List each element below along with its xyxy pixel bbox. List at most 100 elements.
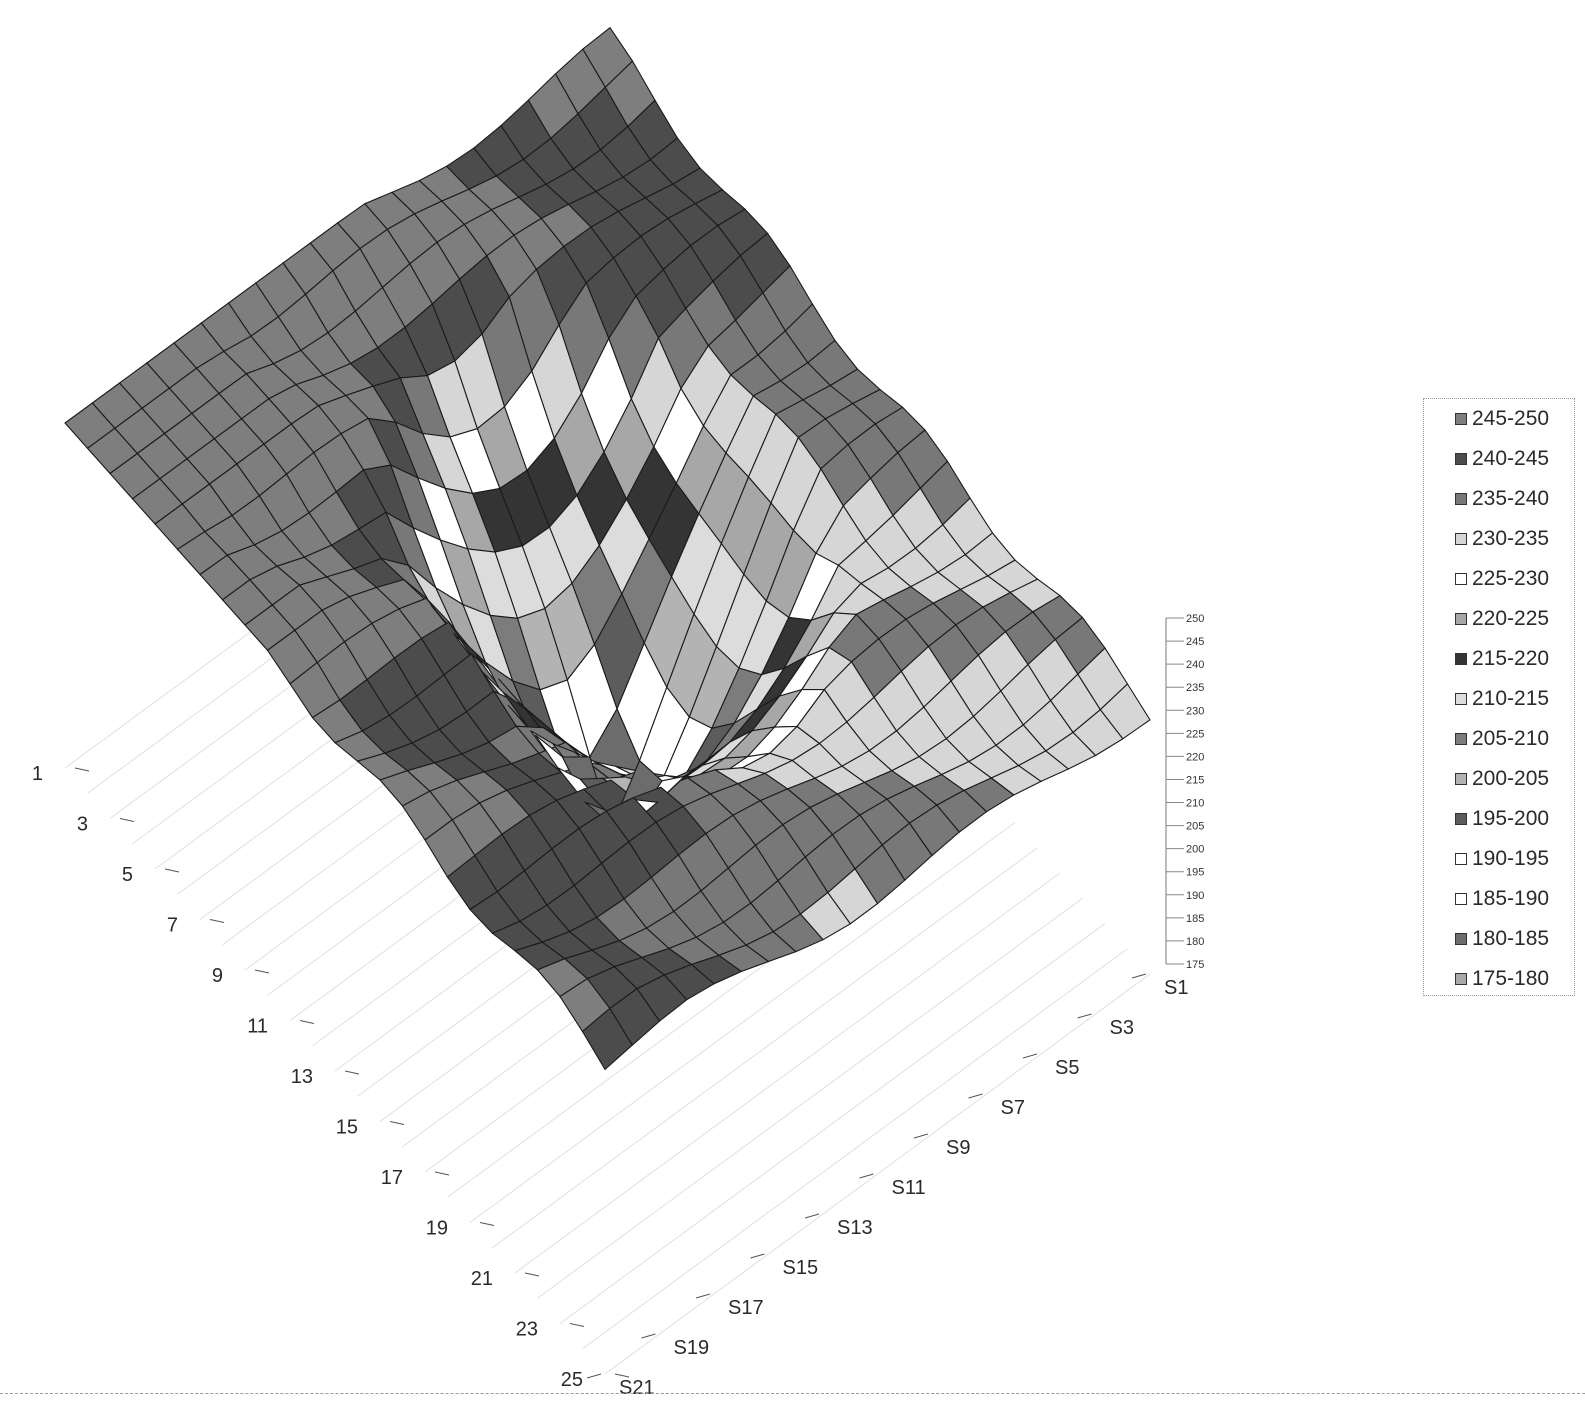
legend-label: 205-210 — [1472, 727, 1550, 750]
y-tick-mark — [913, 1133, 929, 1139]
legend-label: 200-205 — [1472, 767, 1550, 790]
x-tick-mark — [164, 868, 180, 873]
floor-gridline — [469, 822, 1016, 1223]
x-tick-mark — [119, 818, 135, 822]
z-tick-label: 230 — [1186, 705, 1204, 717]
z-tick-label: 200 — [1186, 844, 1204, 856]
legend-label: 175-180 — [1472, 967, 1550, 990]
y-tick-label: S3 — [1110, 1017, 1134, 1039]
y-tick-label: S9 — [946, 1137, 970, 1159]
legend-swatch — [1455, 773, 1467, 785]
y-tick-mark — [1131, 973, 1147, 979]
legend-label: 185-190 — [1472, 887, 1550, 910]
x-tick-label: 11 — [247, 1016, 268, 1038]
floor-gridline — [559, 923, 1106, 1324]
legend-swatch — [1455, 733, 1467, 745]
surface-cell — [581, 1007, 634, 1071]
legend-item: 215-220 — [1455, 647, 1549, 671]
legend-swatch — [1455, 653, 1467, 665]
legend-label: 245-250 — [1472, 407, 1550, 430]
y-tick-label: S7 — [1001, 1097, 1025, 1119]
y-tick-mark — [695, 1293, 711, 1299]
z-tick-label: 180 — [1186, 936, 1204, 948]
y-tick-mark — [1022, 1053, 1038, 1059]
legend-item: 235-240 — [1455, 487, 1549, 511]
y-tick-mark — [1077, 1013, 1092, 1019]
z-tick-label: 240 — [1186, 659, 1204, 671]
x-tick-label: 17 — [381, 1167, 403, 1189]
floor-gridline — [582, 948, 1128, 1350]
y-tick-mark — [641, 1333, 656, 1339]
z-tick-label: 190 — [1186, 890, 1204, 902]
legend-swatch — [1455, 853, 1467, 865]
legend-swatch — [1455, 413, 1467, 425]
z-tick-label: 245 — [1186, 636, 1204, 648]
bottom-divider — [0, 1393, 1585, 1394]
z-tick-label: 225 — [1186, 728, 1204, 740]
legend-item: 230-235 — [1455, 527, 1549, 551]
legend-label: 235-240 — [1472, 487, 1550, 510]
legend-swatch — [1455, 453, 1467, 465]
legend-swatch — [1455, 973, 1467, 985]
x-tick-label: 3 — [77, 814, 88, 836]
floor-gridline — [537, 897, 1083, 1299]
legend-item: 210-215 — [1455, 687, 1549, 711]
legend-swatch — [1455, 693, 1467, 705]
y-tick-label: S11 — [892, 1177, 926, 1199]
y-tick-mark — [750, 1253, 765, 1259]
z-tick-label: 250 — [1186, 613, 1204, 625]
legend-label: 225-230 — [1472, 567, 1550, 590]
x-tick-mark — [209, 919, 225, 923]
z-tick-label: 205 — [1186, 821, 1204, 833]
legend-item: 245-250 — [1455, 407, 1549, 431]
x-tick-label: 19 — [426, 1218, 448, 1240]
floor-gridline — [492, 847, 1038, 1249]
y-tick-mark — [968, 1093, 983, 1099]
z-tick-label: 210 — [1186, 798, 1204, 810]
x-tick-label: 13 — [291, 1066, 313, 1088]
legend-label: 195-200 — [1472, 807, 1550, 830]
z-tick-label: 215 — [1186, 774, 1204, 786]
legend-swatch — [1455, 933, 1467, 945]
floor-gridline — [514, 872, 1061, 1274]
legend-swatch — [1455, 573, 1467, 585]
legend-item: 205-210 — [1455, 727, 1549, 751]
legend-swatch — [1455, 893, 1467, 905]
legend-item: 180-185 — [1455, 927, 1549, 951]
legend-item: 195-200 — [1455, 807, 1549, 831]
x-tick-mark — [344, 1070, 360, 1075]
y-tick-label: S19 — [674, 1337, 710, 1359]
x-tick-label: 7 — [167, 915, 178, 937]
legend-swatch — [1455, 813, 1467, 825]
x-tick-label: 9 — [212, 965, 223, 987]
y-tick-mark — [804, 1213, 820, 1219]
z-tick-label: 185 — [1186, 913, 1204, 925]
legend-item: 175-180 — [1455, 967, 1549, 991]
x-tick-mark — [524, 1272, 540, 1277]
z-tick-label: 195 — [1186, 867, 1204, 879]
legend-label: 190-195 — [1472, 847, 1550, 870]
y-tick-label: S5 — [1055, 1057, 1079, 1079]
legend-item: 185-190 — [1455, 887, 1549, 911]
y-tick-label: S13 — [837, 1217, 873, 1239]
legend-label: 210-215 — [1472, 687, 1550, 710]
x-tick-label: 15 — [336, 1117, 358, 1139]
x-tick-mark — [299, 1020, 315, 1024]
legend: 245-250 240-245 235-240 230-235 225-230 220-2… — [1423, 398, 1575, 996]
x-tick-mark — [479, 1222, 495, 1226]
floor-gridline — [604, 973, 1151, 1375]
x-tick-label: 1 — [32, 763, 43, 785]
legend-label: 220-225 — [1472, 607, 1550, 630]
legend-label: 180-185 — [1472, 927, 1550, 950]
y-tick-mark — [859, 1173, 874, 1179]
x-tick-mark — [74, 767, 90, 772]
y-tick-mark — [586, 1373, 602, 1379]
x-tick-mark — [614, 1373, 630, 1378]
legend-item: 220-225 — [1455, 607, 1549, 631]
y-tick-label: S21 — [619, 1377, 655, 1399]
x-tick-label: 21 — [471, 1268, 493, 1290]
x-tick-mark — [254, 969, 270, 974]
legend-swatch — [1455, 533, 1467, 545]
